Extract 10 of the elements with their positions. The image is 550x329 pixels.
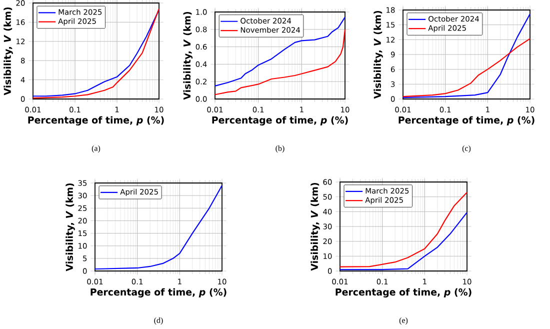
y-axis-title: Visibility, V (km) — [4, 7, 13, 96]
y-axis-title: Visibility, V (km) — [183, 12, 193, 100]
y-axis-title: Visibility, V (km) — [374, 10, 383, 99]
x-axis-title: Percentage of time, p (%) — [398, 116, 534, 126]
y-axis-title: Visibility, V (km) — [66, 183, 75, 272]
x-axis-title: Percentage of time, p (%) — [212, 116, 348, 126]
x-axis-title: Percentage of time, p (%) — [28, 116, 164, 126]
y-axis-title: Visibility, V (km) — [310, 182, 320, 271]
x-axis-title: Percentage of time, p (%) — [90, 288, 226, 298]
x-axis-title: Percentage of time, p (%) — [336, 288, 472, 298]
